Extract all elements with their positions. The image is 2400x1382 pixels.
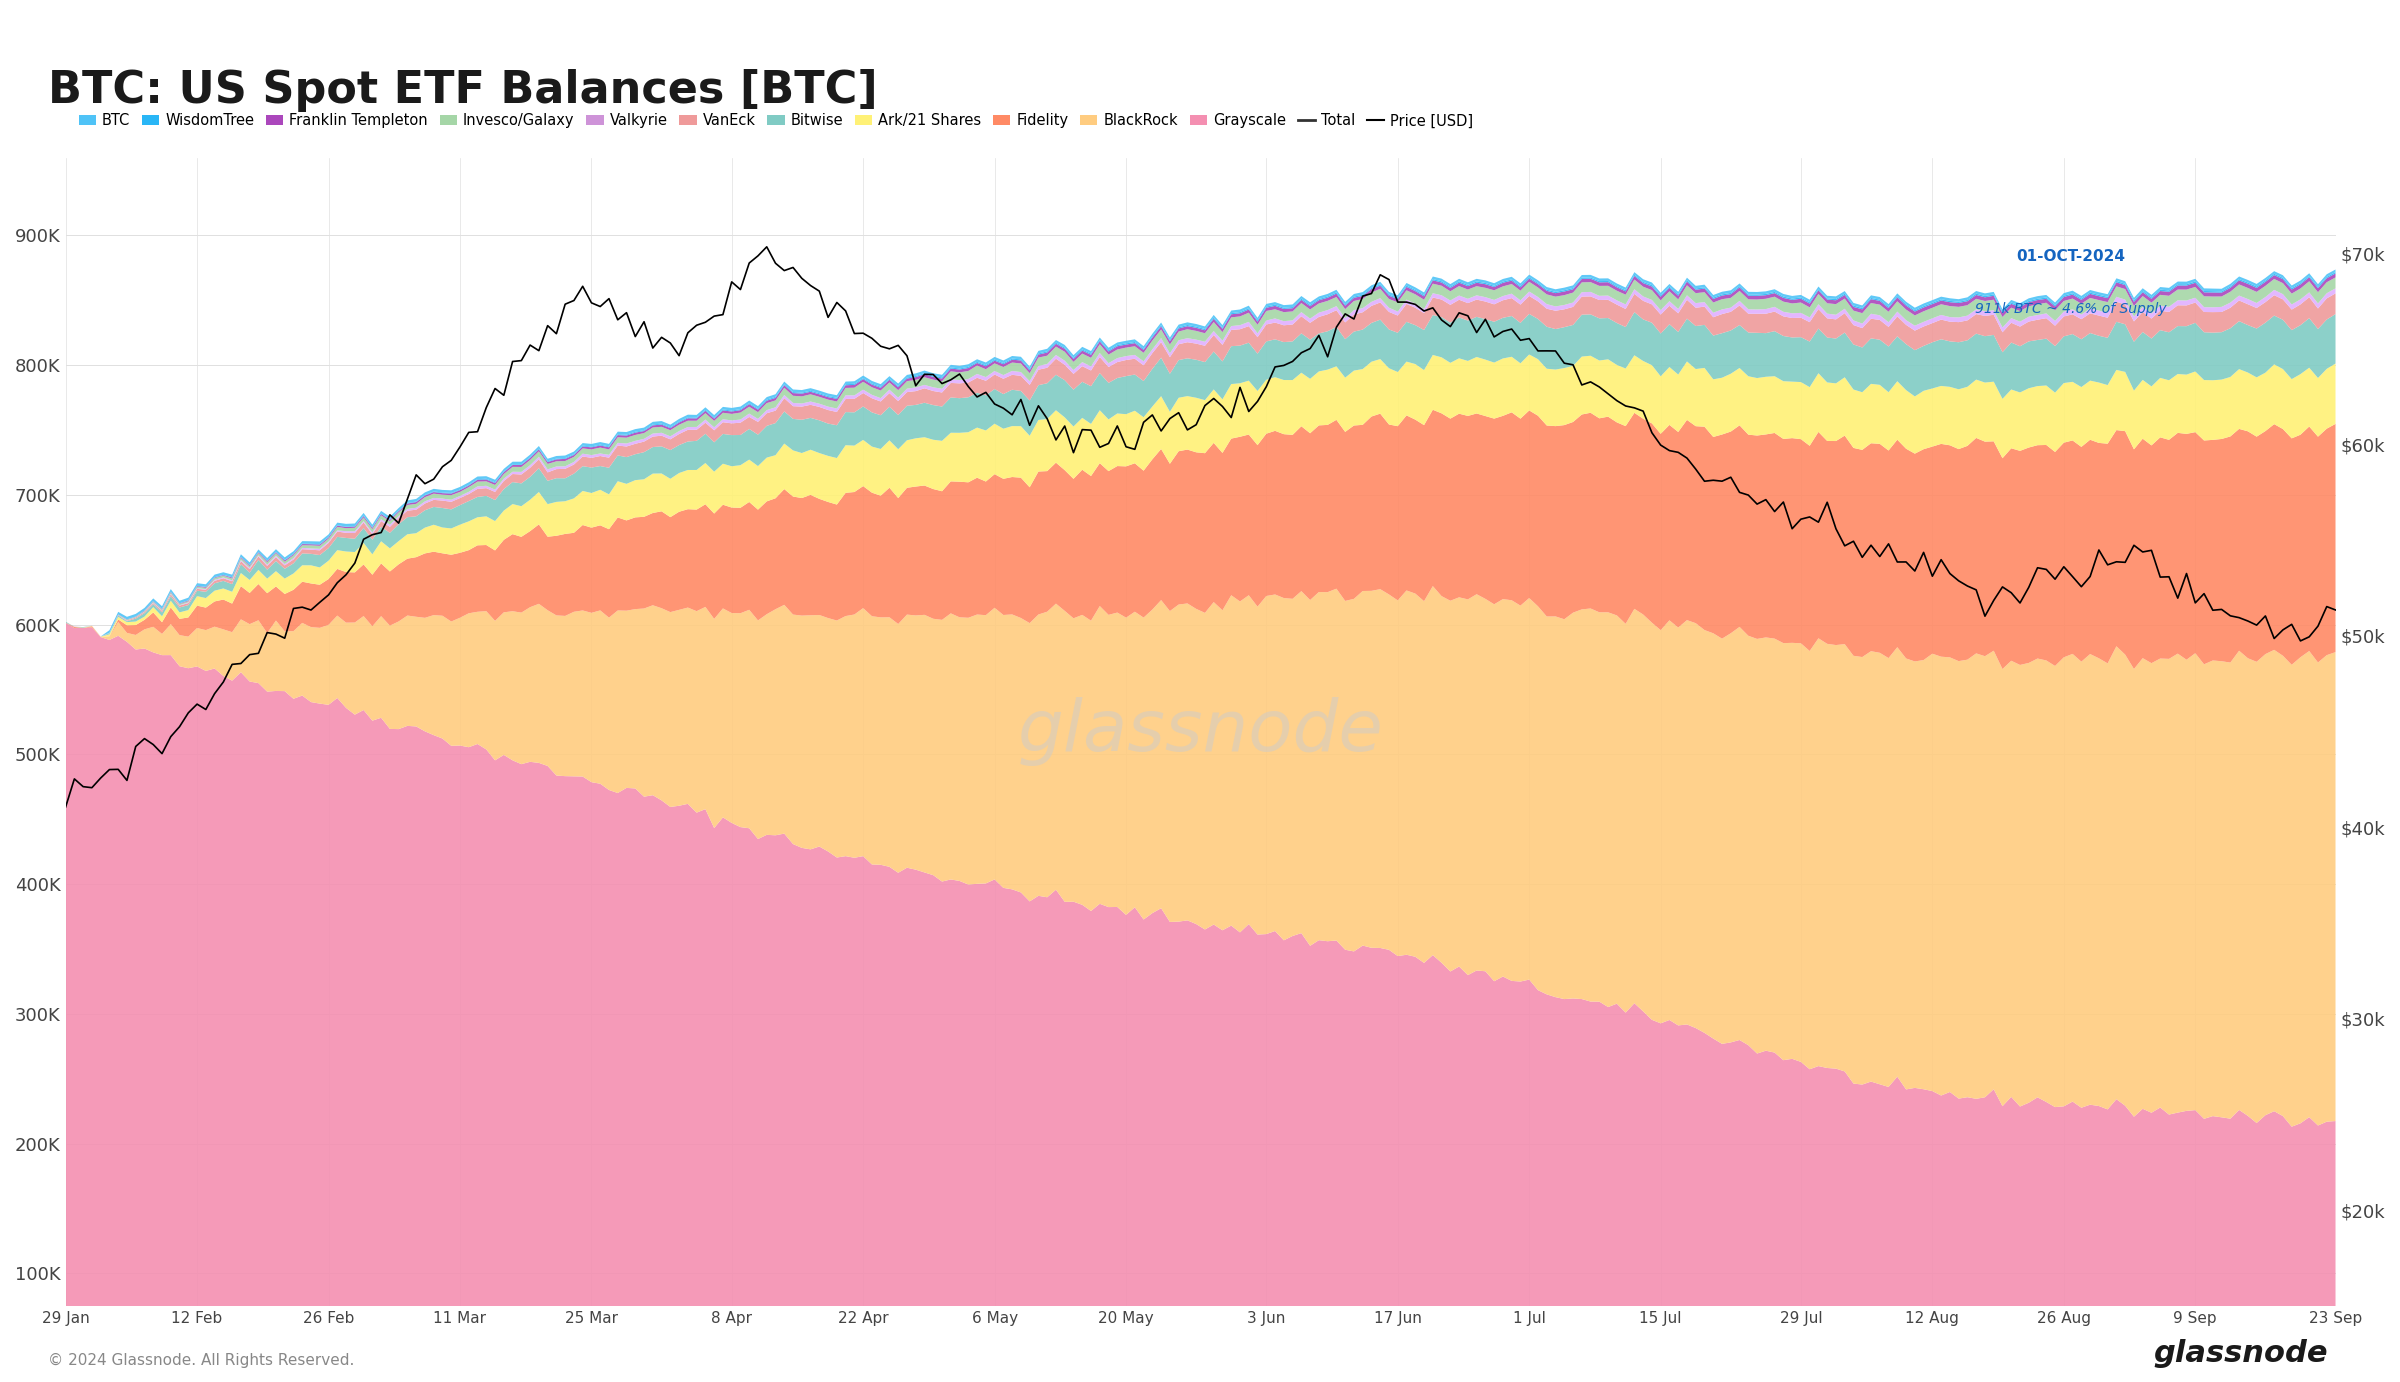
Text: 911k BTC ~ 4.6% of Supply: 911k BTC ~ 4.6% of Supply <box>1975 303 2167 316</box>
Text: © 2024 Glassnode. All Rights Reserved.: © 2024 Glassnode. All Rights Reserved. <box>48 1353 355 1368</box>
Text: glassnode: glassnode <box>1018 697 1382 766</box>
Legend: BTC, WisdomTree, Franklin Templeton, Invesco/Galaxy, Valkyrie, VanEck, Bitwise, : BTC, WisdomTree, Franklin Templeton, Inv… <box>72 108 1478 134</box>
Text: BTC: US Spot ETF Balances [BTC]: BTC: US Spot ETF Balances [BTC] <box>48 69 878 112</box>
Text: glassnode: glassnode <box>2153 1339 2328 1368</box>
Text: 01-OCT-2024: 01-OCT-2024 <box>2016 249 2126 264</box>
